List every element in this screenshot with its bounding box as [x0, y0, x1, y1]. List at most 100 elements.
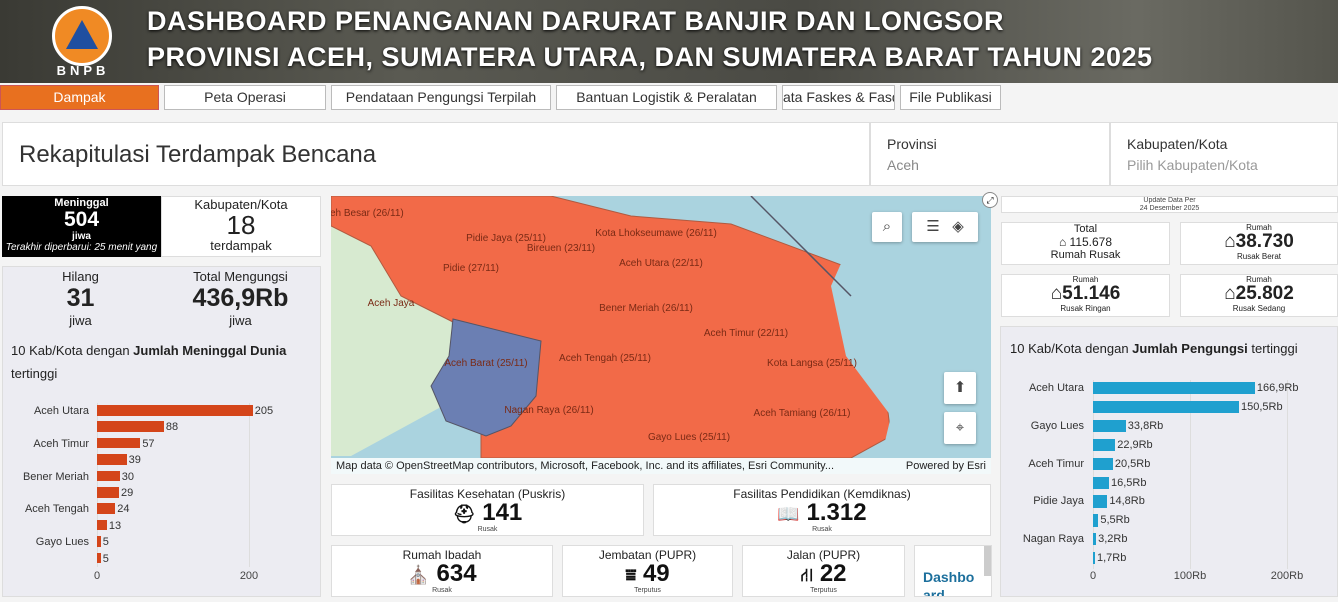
tab-file-publikasi[interactable]: File Publikasi: [900, 85, 1001, 110]
tab-pendataan-pengungsi[interactable]: Pendataan Pengungsi Terpilah: [331, 85, 551, 110]
data-label: 5: [102, 552, 109, 565]
update-date: 24 Desember 2025: [1139, 205, 1200, 212]
update-line1: Update Data Per: [1143, 197, 1196, 204]
meninggal-bar-chart: 0 200 Aceh Utara 205 88 Aceh Timur 57 39 Bener M…: [0, 395, 322, 590]
map-attribution: Map data © OpenStreetMap contributors, M…: [331, 458, 991, 474]
map[interactable]: Aceh Besar (26/11) Pidie Jaya (25/11) Pidi…: [331, 196, 991, 474]
provinsi-filter[interactable]: Provinsi Aceh: [870, 122, 1110, 186]
total-bottom: Rumah Rusak: [1050, 249, 1121, 261]
bar: [97, 405, 253, 416]
map-region-label[interactable]: Kota Lhokseumawe (26/11): [595, 228, 717, 239]
locate-icon[interactable]: ⌖: [944, 412, 976, 444]
data-label: 1,7Rb: [1097, 552, 1127, 565]
kesehatan-sub: Rusak: [477, 526, 498, 533]
map-region-label[interactable]: Aceh Tengah (25/11): [559, 353, 651, 364]
dashboard-link-card: Dashbo ard: [914, 545, 992, 597]
sedang-bottom: Rusak Sedang: [1232, 304, 1286, 313]
map-region-label[interactable]: Nagan Raya (26/11): [504, 405, 593, 416]
data-label: 5,5Rb: [1100, 514, 1130, 527]
tab-peta-operasi[interactable]: Peta Operasi: [164, 85, 326, 110]
map-region-label[interactable]: Aceh Utara (22/11): [619, 258, 703, 269]
rusak-ringan-card: Rumah ⌂51.146 Rusak Ringan: [1001, 274, 1170, 317]
dashboard-title-line2: PROVINSI ACEH, SUMATERA UTARA, DAN SUMAT…: [147, 42, 1153, 72]
tab-bantuan-logistik[interactable]: Bantuan Logistik & Peralatan: [556, 85, 777, 110]
bar: [1093, 514, 1099, 527]
map-region-label[interactable]: Bireuen (23/11): [527, 243, 595, 254]
data-label: 88: [165, 421, 179, 434]
update-date-box: Update Data Per 24 Desember 2025: [1001, 196, 1338, 213]
map-region-label[interactable]: Pidie (27/11): [443, 263, 499, 274]
health-facility-icon: ⛑: [452, 504, 476, 524]
jalan-card: Jalan (PUPR) ⛙ 22 Terputus: [742, 545, 905, 597]
pendidikan-label: Fasilitas Pendidikan (Kemdiknas): [733, 487, 911, 501]
x-tick-label: 200: [239, 570, 259, 582]
meninggal-label: Meninggal: [54, 197, 109, 209]
map-region-label[interactable]: Bener Meriah (26/11): [599, 303, 693, 314]
legend-list-icon[interactable]: ☰: [926, 218, 940, 235]
y-category-label: Aceh Utara: [1028, 382, 1084, 394]
data-label: 29: [121, 487, 134, 499]
fasilitas-pendidikan-card: Fasilitas Pendidikan (Kemdiknas) 📖 1.312…: [653, 484, 991, 536]
rusak-berat-card: Rumah ⌂38.730 Rusak Berat: [1180, 222, 1338, 265]
bar: [1093, 552, 1095, 565]
map-affected-region: [331, 196, 892, 458]
sedang-value: 25.802: [1235, 283, 1294, 304]
map-region-label[interactable]: Kota Langsa (25/11): [767, 358, 857, 369]
bar: [1093, 476, 1109, 489]
kab-unit: terdampak: [210, 238, 272, 253]
data-label: 16,5Rb: [1111, 476, 1147, 489]
total-top: Total: [1073, 223, 1098, 235]
gridline: [1190, 380, 1191, 569]
tab-dampak[interactable]: Dampak: [0, 85, 159, 110]
data-label: 3,2Rb: [1098, 533, 1128, 546]
hilang-label: Hilang: [62, 269, 99, 284]
map-region-label[interactable]: Aceh Jaya: [368, 298, 415, 309]
compass-icon[interactable]: ⬆: [944, 372, 976, 404]
data-label: 39: [128, 454, 141, 467]
last-updated: Terakhir diperbarui: 25 menit yang: [5, 242, 158, 253]
kabupaten-select[interactable]: Pilih Kabupaten/Kota: [1127, 157, 1258, 173]
ringan-value: 51.146: [1062, 283, 1121, 304]
road-icon: ⛙: [800, 565, 814, 585]
jembatan-card: Jembatan (PUPR) ⩸ 49 Terputus: [562, 545, 733, 597]
y-category-label: Aceh Timur: [33, 437, 89, 450]
dashboard-link[interactable]: Dashbo ard: [923, 569, 975, 597]
jalan-label: Jalan (PUPR): [786, 548, 861, 562]
meninggal-unit: jiwa: [72, 231, 91, 242]
map-region-label[interactable]: Aceh Timur (22/11): [704, 328, 788, 339]
kabupaten-filter[interactable]: Kabupaten/Kota Pilih Kabupaten/Kota: [1110, 122, 1338, 186]
left-chart-title: 10 Kab/Kota dengan Jumlah Meninggal Duni…: [11, 343, 287, 381]
map-region-label[interactable]: Pidie Jaya (25/11): [466, 233, 546, 244]
sedang-top: Rumah: [1246, 275, 1272, 284]
ibadah-sub: Rusak: [432, 587, 452, 594]
gridline: [1287, 380, 1288, 569]
bar: [1093, 438, 1116, 451]
data-label: 24: [117, 503, 130, 516]
map-region-label[interactable]: Gayo Lues (25/11): [648, 432, 730, 443]
tab-data-faskes[interactable]: ata Faskes & Fasd: [782, 85, 895, 110]
search-icon[interactable]: ⌕: [872, 212, 902, 242]
map-region-label[interactable]: Aceh Barat (25/11): [444, 358, 527, 369]
attribution-text: Map data © OpenStreetMap contributors, M…: [336, 460, 835, 472]
book-icon: 📖: [777, 504, 800, 524]
bar: [97, 536, 101, 547]
scrollbar[interactable]: [984, 546, 991, 576]
powered-by-esri[interactable]: Powered by Esri: [905, 460, 986, 472]
layers-icon[interactable]: ◈: [952, 218, 964, 235]
title-panel: Rekapitulasi Terdampak Bencana: [2, 122, 870, 186]
expand-icon[interactable]: ⤢: [982, 192, 998, 208]
data-label: 13: [108, 519, 122, 532]
map-region-label[interactable]: Aceh Besar (26/11): [331, 208, 404, 219]
meninggal-value: 504: [63, 208, 100, 231]
map-region-label[interactable]: Aceh Tamiang (26/11): [754, 408, 851, 419]
rumah-ibadah-card: Rumah Ibadah ⛪ 634 Rusak: [331, 545, 553, 597]
data-label: 57: [142, 437, 155, 450]
provinsi-value[interactable]: Aceh: [887, 157, 919, 173]
x-tick-label: 0: [1089, 570, 1097, 582]
bar: [1093, 419, 1126, 433]
y-category-label: Gayo Lues: [1030, 419, 1084, 432]
hilang-unit: jiwa: [69, 313, 92, 328]
y-category-label: Aceh Timur: [1028, 457, 1084, 470]
data-label: 33,8Rb: [1127, 419, 1164, 432]
jalan-sub: Terputus: [810, 587, 837, 594]
